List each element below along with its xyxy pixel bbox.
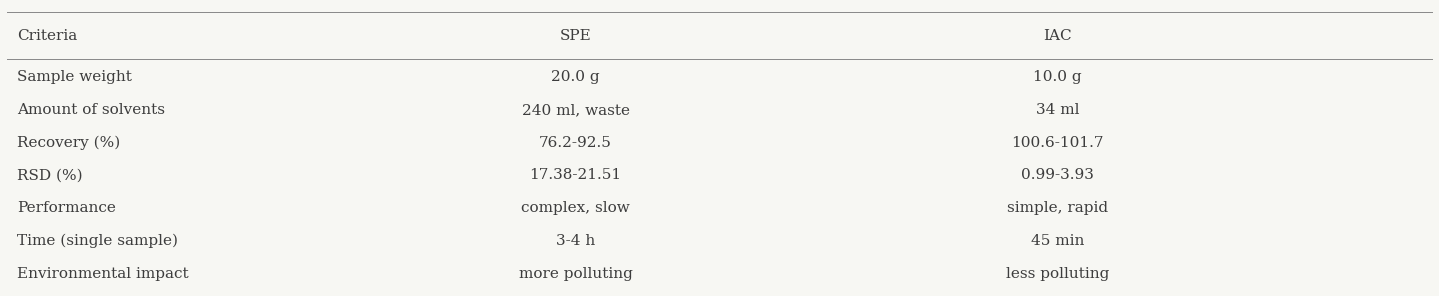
Text: Criteria: Criteria: [17, 28, 78, 43]
Text: 20.0 g: 20.0 g: [551, 70, 600, 84]
Text: Performance: Performance: [17, 201, 117, 215]
Text: 3-4 h: 3-4 h: [555, 234, 596, 248]
Text: Time (single sample): Time (single sample): [17, 234, 178, 248]
Text: Amount of solvents: Amount of solvents: [17, 103, 165, 117]
Text: 0.99-3.93: 0.99-3.93: [1022, 168, 1094, 182]
Text: simple, rapid: simple, rapid: [1007, 201, 1108, 215]
Text: more polluting: more polluting: [518, 267, 633, 281]
Text: Recovery (%): Recovery (%): [17, 135, 121, 150]
Text: 45 min: 45 min: [1030, 234, 1085, 248]
Text: Sample weight: Sample weight: [17, 70, 132, 84]
Text: IAC: IAC: [1043, 28, 1072, 43]
Text: complex, slow: complex, slow: [521, 201, 630, 215]
Text: 17.38-21.51: 17.38-21.51: [530, 168, 622, 182]
Text: 34 ml: 34 ml: [1036, 103, 1079, 117]
Text: SPE: SPE: [560, 28, 591, 43]
Text: 240 ml, waste: 240 ml, waste: [521, 103, 630, 117]
Text: less polluting: less polluting: [1006, 267, 1109, 281]
Text: 76.2-92.5: 76.2-92.5: [540, 136, 612, 149]
Text: RSD (%): RSD (%): [17, 168, 83, 182]
Text: Environmental impact: Environmental impact: [17, 267, 189, 281]
Text: 10.0 g: 10.0 g: [1033, 70, 1082, 84]
Text: 100.6-101.7: 100.6-101.7: [1012, 136, 1104, 149]
